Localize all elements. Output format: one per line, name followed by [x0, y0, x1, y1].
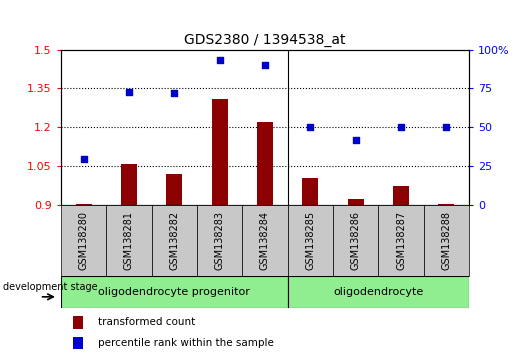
Bar	[61, 205, 107, 276]
Text: GSM138281: GSM138281	[124, 211, 134, 270]
Point	[170, 90, 179, 96]
Text: percentile rank within the sample: percentile rank within the sample	[98, 338, 273, 348]
Text: GSM138283: GSM138283	[215, 211, 225, 270]
Bar	[197, 205, 242, 276]
Bar	[438, 204, 454, 205]
Text: GSM138287: GSM138287	[396, 211, 406, 270]
Point	[306, 125, 315, 130]
Bar	[333, 205, 378, 276]
Bar	[288, 276, 469, 308]
Point	[351, 137, 360, 143]
Text: oligodendrocyte progenitor: oligodendrocyte progenitor	[99, 287, 250, 297]
Bar	[107, 205, 152, 276]
Bar	[378, 205, 423, 276]
Bar	[121, 164, 137, 205]
Point	[261, 62, 269, 68]
Bar	[393, 186, 409, 205]
Text: transformed count: transformed count	[98, 317, 195, 327]
Bar	[211, 99, 227, 205]
Text: oligodendrocyte: oligodendrocyte	[333, 287, 423, 297]
Point	[80, 156, 88, 161]
Bar	[257, 122, 273, 205]
Bar	[61, 276, 288, 308]
Point	[125, 89, 133, 95]
Text: GSM138282: GSM138282	[169, 211, 179, 270]
Point	[215, 58, 224, 63]
Bar	[166, 174, 182, 205]
Text: GSM138280: GSM138280	[78, 211, 89, 270]
Text: GSM138284: GSM138284	[260, 211, 270, 270]
Bar	[152, 205, 197, 276]
Text: development stage: development stage	[3, 282, 98, 292]
Point	[442, 125, 450, 130]
Bar	[423, 205, 469, 276]
Bar	[242, 205, 288, 276]
Point	[397, 125, 405, 130]
Bar	[288, 205, 333, 276]
Text: GSM138288: GSM138288	[441, 211, 452, 270]
Text: GSM138285: GSM138285	[305, 211, 315, 270]
Title: GDS2380 / 1394538_at: GDS2380 / 1394538_at	[184, 33, 346, 47]
Bar	[303, 178, 319, 205]
Text: GSM138286: GSM138286	[351, 211, 361, 270]
Bar	[348, 199, 364, 205]
Bar	[76, 204, 92, 205]
Bar	[73, 337, 83, 349]
Bar	[73, 316, 83, 329]
